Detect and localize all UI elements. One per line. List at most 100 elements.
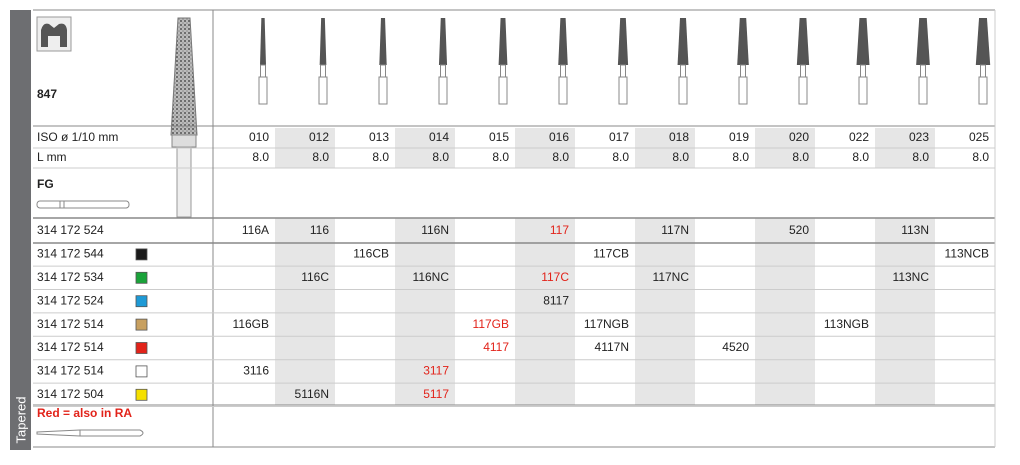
code: 4117 [483, 340, 509, 354]
bur-shank [380, 64, 386, 78]
spec-value: 8.0 [792, 150, 809, 164]
code: 4520 [722, 340, 749, 354]
spec-value: 8.0 [852, 150, 869, 164]
bur-detail [170, 17, 198, 218]
article-number: 314 172 514 [37, 317, 104, 331]
shaded-column [755, 218, 815, 405]
bur-shank [858, 76, 868, 105]
spec-value: 015 [489, 130, 509, 144]
article-number: 314 172 524 [37, 293, 104, 307]
spec-value: 023 [909, 130, 929, 144]
bur-shank [558, 76, 568, 105]
article-number: 314 172 534 [37, 270, 104, 284]
bur-icon [260, 18, 266, 65]
spec-value: 018 [669, 130, 689, 144]
article-number: 314 172 504 [37, 387, 104, 401]
bur-shank [560, 64, 566, 78]
code: 113NCB [945, 247, 989, 261]
code: 117GB [473, 317, 509, 331]
code: 116C [301, 270, 329, 284]
spec-value: 010 [249, 130, 269, 144]
spec-value: 020 [789, 130, 809, 144]
bur-icon [796, 18, 810, 65]
bur-shank [318, 76, 328, 105]
bur-shank [678, 76, 688, 105]
code: 8117 [543, 293, 569, 307]
code: 113NGB [824, 317, 869, 331]
article-number: 314 172 514 [37, 364, 104, 378]
code: 117 [550, 223, 569, 237]
bur-shank [438, 76, 448, 105]
bur-icon [677, 18, 689, 65]
bur-shank [680, 64, 686, 78]
bur-shank [918, 76, 928, 105]
spec-value: 019 [729, 130, 749, 144]
color-swatch [135, 342, 148, 354]
spec-value: 014 [429, 130, 449, 144]
code: 116NC [413, 270, 450, 284]
bur-shank [920, 64, 926, 78]
bur-icon [379, 18, 387, 65]
bur-icon [498, 18, 508, 65]
shank-type: FG [37, 177, 54, 191]
shaded-column [875, 218, 935, 405]
code: 113NC [893, 270, 930, 284]
bur-icon [438, 18, 448, 65]
spec-value: 025 [969, 130, 989, 144]
code: 116A [242, 223, 269, 237]
article-number: 314 172 524 [37, 223, 104, 237]
code: 117NGB [584, 317, 629, 331]
shaded-column [635, 218, 695, 405]
bur-icon [617, 18, 629, 65]
code: 113N [901, 223, 929, 237]
color-swatch [135, 388, 148, 401]
spec-label: ISO ø 1/10 mm [37, 130, 118, 144]
code: 520 [789, 223, 809, 237]
article-number: 314 172 544 [37, 247, 104, 261]
code: 5116N [295, 387, 329, 401]
code: 4117N [595, 340, 629, 354]
spec-value: 8.0 [492, 150, 509, 164]
ra-shank-icon [36, 429, 144, 437]
bur-shank [320, 64, 326, 78]
bur-shank [860, 64, 866, 78]
spec-value: 8.0 [612, 150, 629, 164]
spec-value: 017 [609, 130, 629, 144]
spec-value: 8.0 [312, 150, 329, 164]
bur-shank [800, 64, 806, 78]
code: 3117 [423, 364, 449, 378]
spec-value: 8.0 [972, 150, 989, 164]
grid [33, 9, 996, 448]
bur-shank [978, 76, 988, 105]
note: Red = also in RA [37, 406, 132, 420]
code: 117CB [593, 247, 629, 261]
bur-icon [916, 18, 930, 65]
bur-shank [258, 76, 268, 105]
spec-value: 8.0 [252, 150, 269, 164]
color-swatch [135, 318, 148, 331]
spec-value: 013 [369, 130, 389, 144]
color-swatch [135, 295, 148, 308]
code: 116 [310, 223, 329, 237]
bur-shank [798, 76, 808, 105]
code: 117N [661, 223, 689, 237]
code: 116GB [233, 317, 269, 331]
spec-value: 8.0 [432, 150, 449, 164]
product-number: 847 [37, 87, 57, 101]
spec-label: L mm [37, 150, 67, 164]
code: 116CB [353, 247, 389, 261]
bur-shank [440, 64, 446, 78]
bur-shank [980, 64, 986, 78]
bur-shank [378, 76, 388, 105]
spec-value: 8.0 [672, 150, 689, 164]
bur-icon [975, 18, 991, 65]
side-band [10, 10, 31, 450]
shaded-column [275, 218, 335, 405]
spec-value: 8.0 [912, 150, 929, 164]
code: 3116 [243, 364, 269, 378]
shank-icon [36, 200, 130, 209]
spec-value: 016 [549, 130, 569, 144]
shaded-column [515, 218, 575, 405]
